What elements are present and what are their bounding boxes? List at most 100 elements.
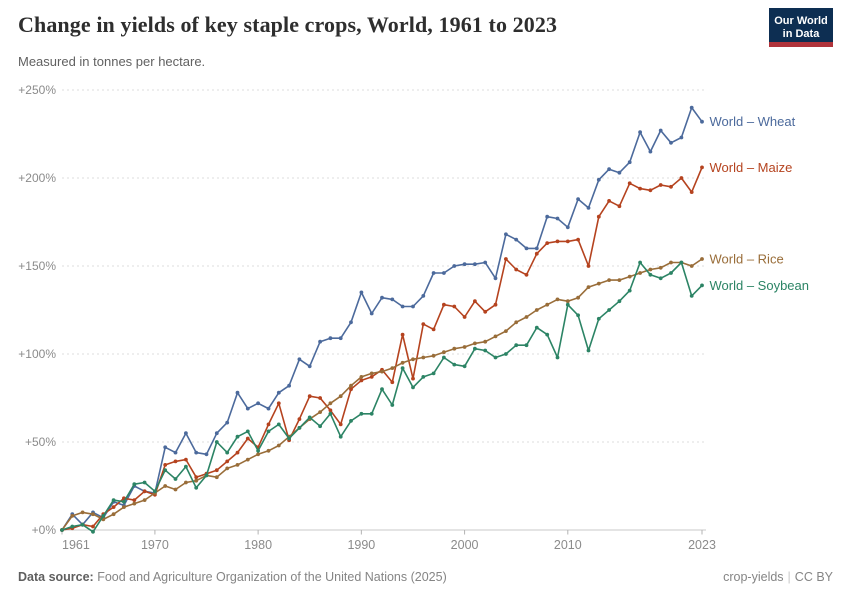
data-point[interactable] <box>586 348 591 353</box>
data-source-text[interactable]: Food and Agriculture Organization of the… <box>97 570 447 584</box>
data-point[interactable] <box>627 288 632 293</box>
data-point[interactable] <box>648 272 653 277</box>
data-point[interactable] <box>524 315 529 319</box>
data-point[interactable] <box>483 339 488 344</box>
data-point[interactable] <box>524 246 529 251</box>
data-point[interactable] <box>411 385 415 390</box>
data-point[interactable] <box>328 408 333 413</box>
data-point[interactable] <box>689 105 694 110</box>
data-point[interactable] <box>638 260 642 265</box>
data-point[interactable] <box>514 343 519 348</box>
data-point[interactable] <box>80 522 85 527</box>
data-point[interactable] <box>80 510 85 515</box>
data-point[interactable] <box>442 355 446 360</box>
data-point[interactable] <box>514 320 519 325</box>
data-point[interactable] <box>607 278 611 282</box>
data-point[interactable] <box>638 130 642 135</box>
data-point[interactable] <box>617 278 622 282</box>
data-point[interactable] <box>411 304 415 309</box>
data-point[interactable] <box>184 457 188 462</box>
data-point[interactable] <box>462 364 467 369</box>
data-point[interactable] <box>276 443 281 448</box>
data-point[interactable] <box>369 411 374 416</box>
data-point[interactable] <box>452 304 457 309</box>
data-point[interactable] <box>700 119 704 124</box>
data-point[interactable] <box>421 322 426 326</box>
data-point[interactable] <box>359 411 364 416</box>
data-point[interactable] <box>297 357 302 362</box>
data-point[interactable] <box>442 302 446 307</box>
data-point[interactable] <box>473 299 477 304</box>
data-point[interactable] <box>91 529 95 534</box>
data-point[interactable] <box>658 128 663 133</box>
data-point[interactable] <box>586 264 591 268</box>
data-point[interactable] <box>101 514 106 518</box>
data-point[interactable] <box>359 375 364 379</box>
data-point[interactable] <box>473 341 477 346</box>
data-point[interactable] <box>679 260 684 265</box>
data-point[interactable] <box>307 364 312 369</box>
data-point[interactable] <box>318 339 322 344</box>
data-point[interactable] <box>163 468 168 473</box>
data-point[interactable] <box>235 450 240 455</box>
data-point[interactable] <box>328 401 333 406</box>
data-point[interactable] <box>111 498 116 502</box>
data-point[interactable] <box>555 297 560 302</box>
data-point[interactable] <box>596 316 601 321</box>
data-point[interactable] <box>545 214 550 219</box>
data-point[interactable] <box>400 366 405 370</box>
data-point[interactable] <box>132 501 137 506</box>
data-point[interactable] <box>411 376 415 381</box>
data-point[interactable] <box>462 345 467 349</box>
data-point[interactable] <box>359 378 364 383</box>
data-point[interactable] <box>122 505 126 509</box>
data-point[interactable] <box>380 369 384 374</box>
data-point[interactable] <box>452 346 457 351</box>
data-point[interactable] <box>462 262 467 267</box>
data-point[interactable] <box>91 524 95 529</box>
data-point[interactable] <box>648 149 653 154</box>
data-point[interactable] <box>586 285 591 289</box>
data-point[interactable] <box>534 325 539 330</box>
data-point[interactable] <box>658 265 663 270</box>
data-point[interactable] <box>225 450 230 455</box>
data-point[interactable] <box>184 480 188 485</box>
data-point[interactable] <box>658 276 663 281</box>
data-point[interactable] <box>184 464 188 469</box>
data-point[interactable] <box>638 271 642 275</box>
data-point[interactable] <box>452 362 457 367</box>
data-point[interactable] <box>473 346 477 351</box>
data-point[interactable] <box>266 422 271 427</box>
data-point[interactable] <box>369 375 374 379</box>
data-point[interactable] <box>359 290 364 295</box>
data-point[interactable] <box>638 186 642 191</box>
data-point[interactable] <box>132 498 137 502</box>
data-point[interactable] <box>679 135 684 140</box>
data-point[interactable] <box>431 353 436 358</box>
data-point[interactable] <box>431 327 436 332</box>
data-point[interactable] <box>214 431 219 436</box>
data-point[interactable] <box>256 401 260 406</box>
data-point[interactable] <box>669 184 673 189</box>
data-point[interactable] <box>524 272 529 277</box>
data-point[interactable] <box>524 343 529 348</box>
data-point[interactable] <box>70 524 75 529</box>
data-point[interactable] <box>204 452 209 457</box>
data-point[interactable] <box>545 302 550 307</box>
data-point[interactable] <box>576 313 580 318</box>
data-point[interactable] <box>163 463 168 467</box>
data-point[interactable] <box>70 514 75 518</box>
data-point[interactable] <box>493 334 498 339</box>
data-point[interactable] <box>493 355 498 360</box>
data-point[interactable] <box>173 487 178 492</box>
data-point[interactable] <box>504 257 508 261</box>
data-point[interactable] <box>689 294 694 298</box>
data-point[interactable] <box>617 204 622 209</box>
data-point[interactable] <box>184 431 188 436</box>
data-point[interactable] <box>534 246 539 251</box>
data-point[interactable] <box>617 170 622 175</box>
data-point[interactable] <box>390 380 395 385</box>
data-point[interactable] <box>534 251 539 256</box>
data-point[interactable] <box>256 448 260 453</box>
data-point[interactable] <box>349 320 353 325</box>
